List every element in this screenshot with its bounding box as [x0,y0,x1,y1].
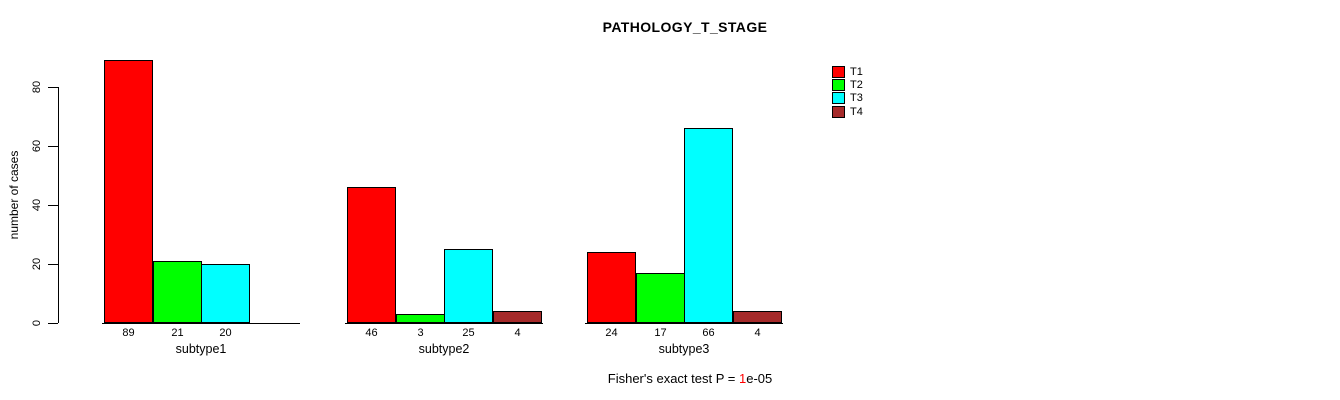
bar-subtype3-T4 [733,311,782,323]
fisher-test-annotation: Fisher's exact test P = 1e-05 [608,371,772,386]
bar-subtype2-T4 [493,311,542,323]
y-tick-label: 20 [31,257,43,271]
fisher-test-pvalue: 1 [738,371,747,386]
y-tick-label: 80 [31,80,43,94]
bar-value-label: 4 [514,327,521,339]
bar-value-label: 25 [462,327,475,339]
bar-value-label: 3 [417,327,424,339]
x-axis-line [345,323,543,324]
category-label: subtype1 [175,342,227,356]
bar-value-label: 20 [219,327,232,339]
bar-subtype2-T1 [347,187,396,323]
category-label: subtype2 [418,342,470,356]
bar-subtype1-T3 [201,264,250,323]
legend-label-T2: T2 [850,79,863,91]
bar-subtype3-T3 [684,128,733,323]
bar-subtype1-T1 [104,60,153,323]
y-tick-mark [48,205,58,206]
bar-subtype2-T2 [396,314,445,323]
y-tick-mark [48,323,58,324]
bar-value-label: 21 [171,327,184,339]
y-tick-mark [48,264,58,265]
bar-value-label: 4 [754,327,761,339]
legend-swatch-T3 [832,92,845,104]
fisher-test-suffix: e-05 [746,371,773,386]
bar-value-label: 89 [122,327,135,339]
bar-subtype1-T2 [153,261,202,323]
legend-swatch-T1 [832,66,845,78]
bar-value-label: 17 [654,327,667,339]
x-axis-line [585,323,783,324]
fisher-test-prefix: Fisher's exact test P = [607,371,739,386]
legend-label-T3: T3 [850,92,863,104]
x-axis-line [102,323,300,324]
y-tick-label: 60 [31,139,43,153]
bar-value-label: 66 [702,327,715,339]
bar-subtype3-T1 [587,252,636,323]
bar-value-label: 24 [605,327,618,339]
category-label: subtype3 [658,342,710,356]
legend-label-T1: T1 [850,66,863,78]
y-tick-mark [48,87,58,88]
y-axis-label: number of cases [7,150,21,240]
chart-title: PATHOLOGY_T_STAGE [602,19,768,35]
y-tick-label: 40 [31,198,43,212]
y-tick-label: 0 [31,319,43,327]
y-axis-line [58,87,59,323]
legend-swatch-T4 [832,106,845,118]
legend-swatch-T2 [832,79,845,91]
y-tick-mark [48,146,58,147]
bar-value-label: 46 [365,327,378,339]
bar-subtype3-T2 [636,273,685,323]
legend-label-T4: T4 [850,106,863,118]
bar-subtype2-T3 [444,249,493,323]
